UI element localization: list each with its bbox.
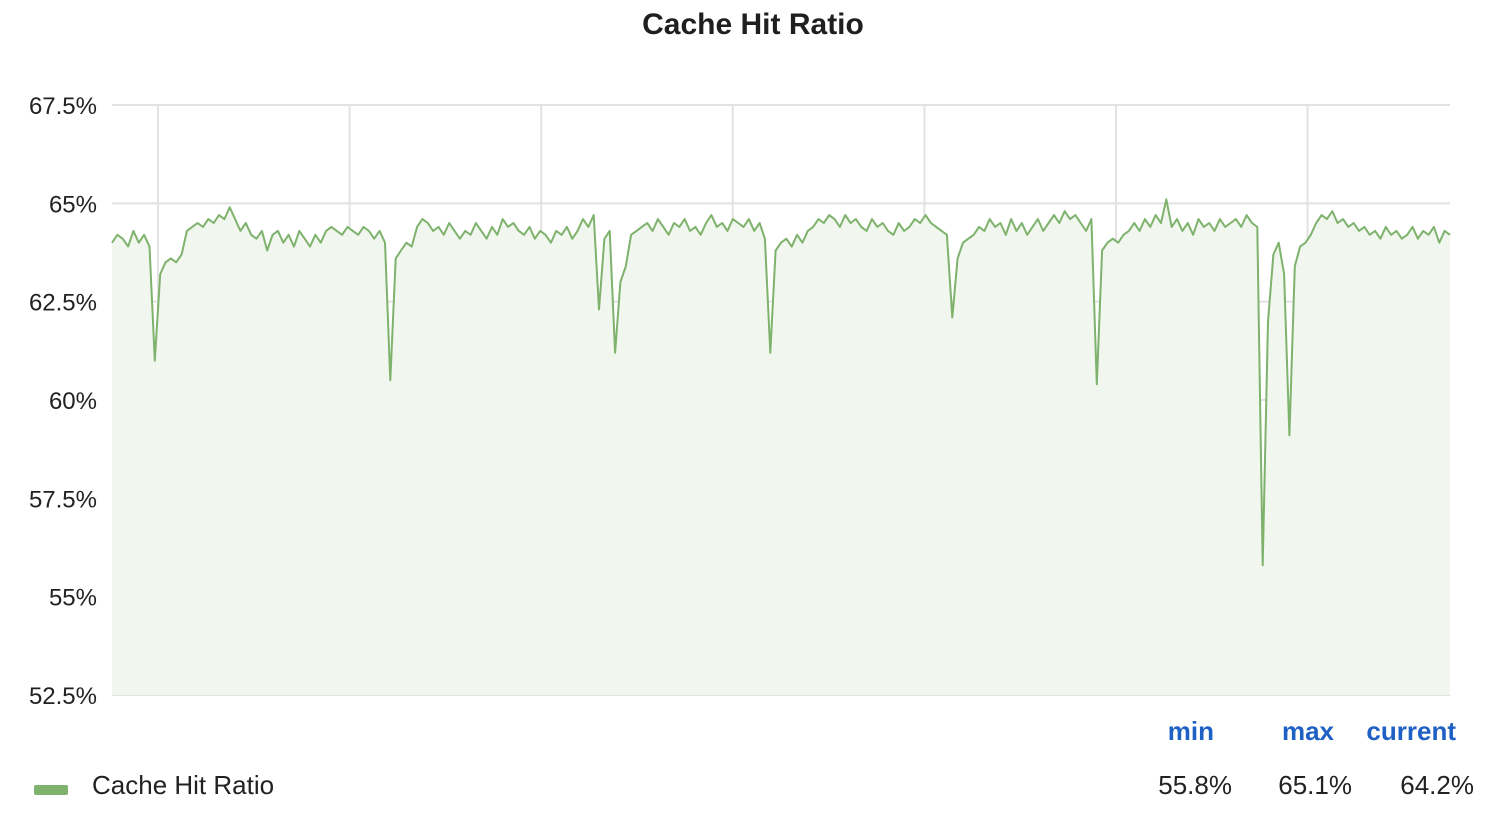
y-tick-label: 67.5% xyxy=(29,93,97,120)
legend-value-min: 55.8% xyxy=(1130,770,1232,801)
legend-series-swatch[interactable] xyxy=(34,785,68,795)
y-tick-label: 62.5% xyxy=(29,290,97,317)
legend-value-current: 64.2% xyxy=(1370,770,1474,801)
y-tick-label: 60% xyxy=(49,388,97,415)
y-tick-label: 55% xyxy=(49,585,97,612)
y-axis-ticks: 67.5% 65% 62.5% 60% 57.5% 55% 52.5% xyxy=(29,93,97,710)
legend-series-name[interactable]: Cache Hit Ratio xyxy=(92,770,274,801)
y-tick-label: 52.5% xyxy=(29,683,97,710)
y-tick-label: 65% xyxy=(49,191,97,218)
series-area xyxy=(112,199,1450,695)
y-tick-label: 57.5% xyxy=(29,486,97,513)
legend-header-max[interactable]: max xyxy=(1250,716,1334,747)
legend-value-max: 65.1% xyxy=(1250,770,1352,801)
legend-header-current[interactable]: current xyxy=(1340,716,1456,747)
legend-header-min[interactable]: min xyxy=(1130,716,1214,747)
